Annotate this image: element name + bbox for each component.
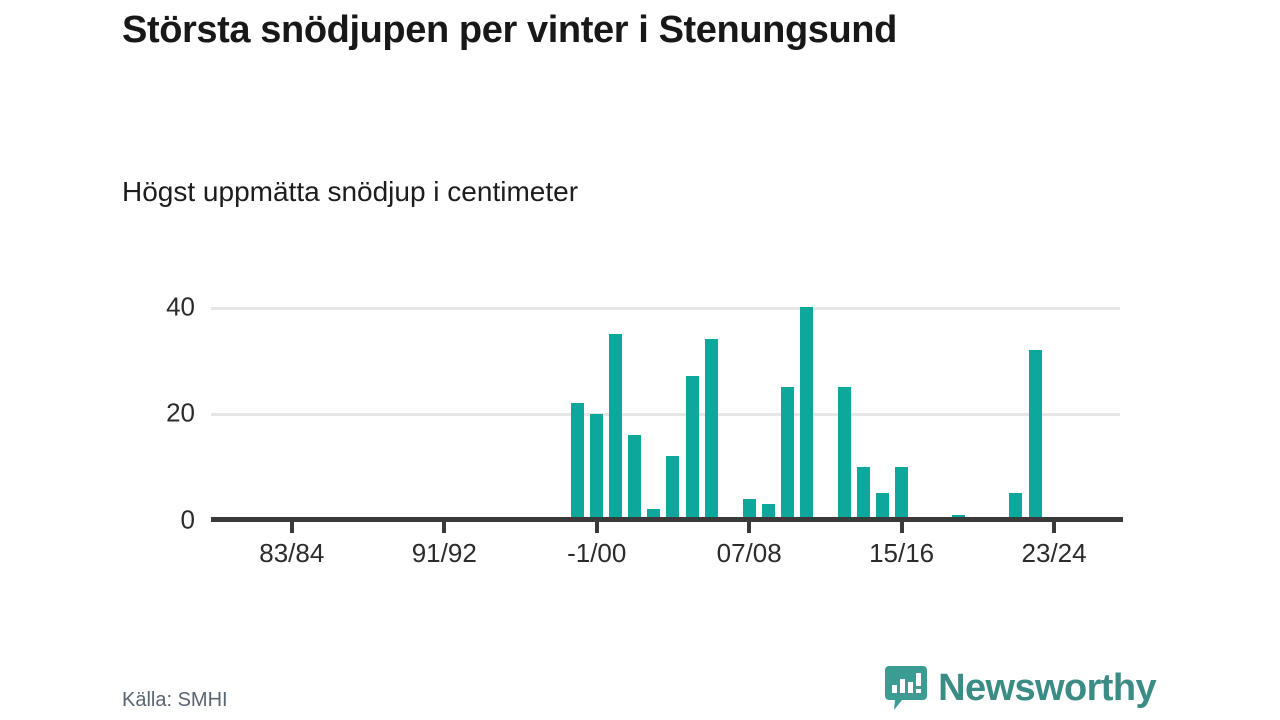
bar bbox=[647, 509, 660, 520]
x-axis-tick-label: 15/16 bbox=[869, 538, 935, 568]
x-axis-tick-label: 07/08 bbox=[716, 538, 782, 568]
bar bbox=[1009, 493, 1022, 520]
x-axis-tick-mark bbox=[594, 522, 599, 533]
bar-series bbox=[211, 291, 1120, 520]
bar bbox=[590, 413, 603, 520]
x-axis-tick-mark bbox=[1052, 522, 1057, 533]
chart-subtitle: Högst uppmätta snödjup i centimeter bbox=[122, 176, 579, 207]
y-axis-tick-label: 40 bbox=[166, 291, 195, 322]
x-axis-tick-mark bbox=[442, 522, 447, 533]
bar bbox=[609, 333, 622, 520]
x-axis-tick-label: -1/00 bbox=[567, 538, 627, 568]
bar bbox=[666, 456, 679, 520]
bar bbox=[781, 386, 794, 520]
y-axis-tick-label: 0 bbox=[180, 504, 195, 535]
y-axis-tick-label: 20 bbox=[166, 397, 195, 428]
bar bbox=[571, 402, 584, 520]
bar bbox=[857, 466, 870, 520]
page-title: Största snödjupen per vinter i Stenungsu… bbox=[122, 9, 897, 51]
plot-area bbox=[211, 291, 1120, 520]
brand-name: Newsworthy bbox=[938, 667, 1156, 709]
bar bbox=[628, 434, 641, 520]
bar bbox=[705, 338, 718, 520]
bar bbox=[800, 306, 813, 520]
bar bbox=[876, 493, 889, 520]
x-axis-line bbox=[211, 517, 1123, 522]
x-axis-tick-label: 83/84 bbox=[259, 538, 325, 568]
bar bbox=[1029, 349, 1042, 520]
bar-chart-bubble-icon bbox=[885, 666, 928, 710]
bar bbox=[762, 504, 775, 520]
bar bbox=[895, 466, 908, 520]
source-note: Källa: SMHI bbox=[122, 689, 228, 711]
x-axis-tick-mark bbox=[747, 522, 752, 533]
bar bbox=[838, 386, 851, 520]
x-axis-tick-label: 23/24 bbox=[1021, 538, 1087, 568]
x-axis-tick-mark bbox=[289, 522, 294, 533]
bar bbox=[743, 498, 756, 520]
newsworthy-logo: Newsworthy bbox=[885, 666, 1157, 710]
gridline-40 bbox=[211, 306, 1120, 310]
x-axis-tick-mark bbox=[899, 522, 904, 533]
gridline-20 bbox=[211, 413, 1120, 417]
bar bbox=[686, 376, 699, 520]
x-axis-tick-label: 91/92 bbox=[411, 538, 477, 568]
y-axis-labels: 0 20 40 bbox=[135, 291, 195, 534]
